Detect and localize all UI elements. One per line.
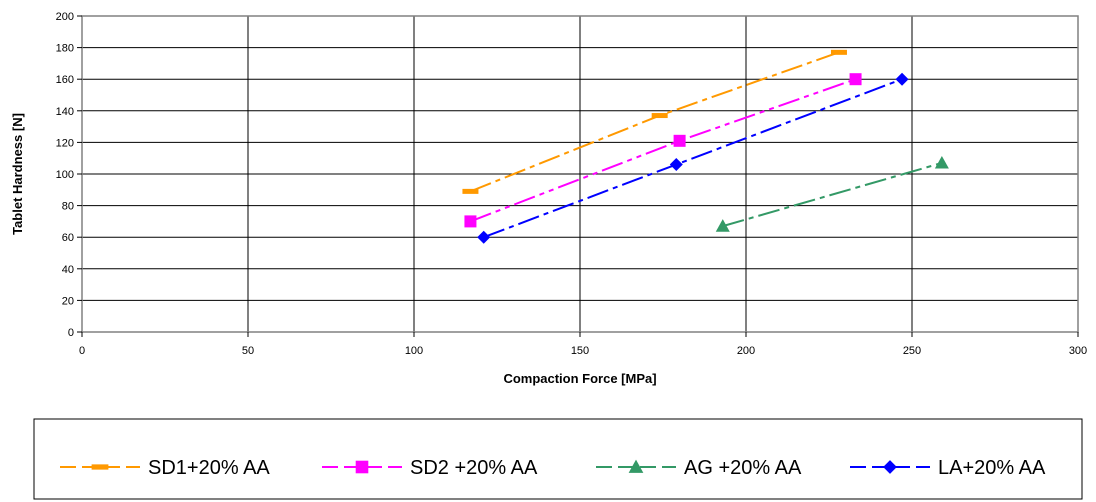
series-line <box>464 73 862 228</box>
legend-box <box>33 418 1083 500</box>
data-point <box>462 188 479 194</box>
data-point <box>464 215 477 228</box>
data-point <box>895 72 909 86</box>
x-tick-label: 50 <box>242 345 254 357</box>
x-tick-label: 0 <box>79 345 85 357</box>
y-tick-label: 100 <box>56 169 74 181</box>
series-line <box>477 72 909 244</box>
y-tick-label: 180 <box>56 43 74 55</box>
legend-entry: SD1+20% AA <box>60 457 270 479</box>
legend-label: SD2 +20% AA <box>410 457 538 479</box>
data-point <box>669 158 683 172</box>
series-line <box>462 49 847 194</box>
legend-entry: AG +20% AA <box>596 457 802 479</box>
data-point <box>628 459 644 473</box>
x-tick-label: 300 <box>1069 345 1087 357</box>
x-tick-label: 250 <box>903 345 921 357</box>
y-tick-label: 120 <box>56 137 74 149</box>
data-point <box>673 134 686 147</box>
y-tick-label: 40 <box>62 264 74 276</box>
data-point <box>651 113 668 119</box>
y-tick-label: 0 <box>68 327 74 339</box>
legend-label: LA+20% AA <box>938 457 1046 479</box>
data-point <box>91 464 109 470</box>
legend: SD1+20% AA SD2 +20% AA AG +20% AA LA+20% AA <box>60 457 1046 479</box>
series-line <box>715 155 949 232</box>
y-tick-label: 80 <box>62 201 74 213</box>
y-tick-label: 20 <box>62 295 74 307</box>
data-point <box>355 460 369 474</box>
y-tick-label: 200 <box>56 11 74 23</box>
data-point <box>477 230 491 244</box>
x-axis-title: Compaction Force [MPa] <box>503 371 656 386</box>
y-tick-label: 60 <box>62 232 74 244</box>
data-point <box>883 460 897 474</box>
x-tick-label: 150 <box>571 345 589 357</box>
legend-label: AG +20% AA <box>684 457 802 479</box>
axis-ticks: 0 20 40 60 80 100 120 140 160 180 200 0 50 100 150 200 2… <box>56 11 1088 357</box>
x-tick-label: 100 <box>405 345 423 357</box>
data-point <box>830 49 847 55</box>
data-point <box>849 73 862 86</box>
x-tick-label: 200 <box>737 345 755 357</box>
y-tick-label: 160 <box>56 74 74 86</box>
legend-label: SD1+20% AA <box>148 457 270 479</box>
data-point <box>715 219 730 232</box>
series-path <box>470 78 856 223</box>
y-tick-label: 140 <box>56 106 74 118</box>
grid-lines <box>82 16 1078 332</box>
legend-entry: SD2 +20% AA <box>322 457 538 479</box>
y-axis-title: Tablet Hardness [N] <box>10 113 25 235</box>
data-point <box>934 155 949 169</box>
series-layer <box>462 49 949 244</box>
series-path <box>722 161 943 228</box>
legend-entry: LA+20% AA <box>850 457 1046 479</box>
